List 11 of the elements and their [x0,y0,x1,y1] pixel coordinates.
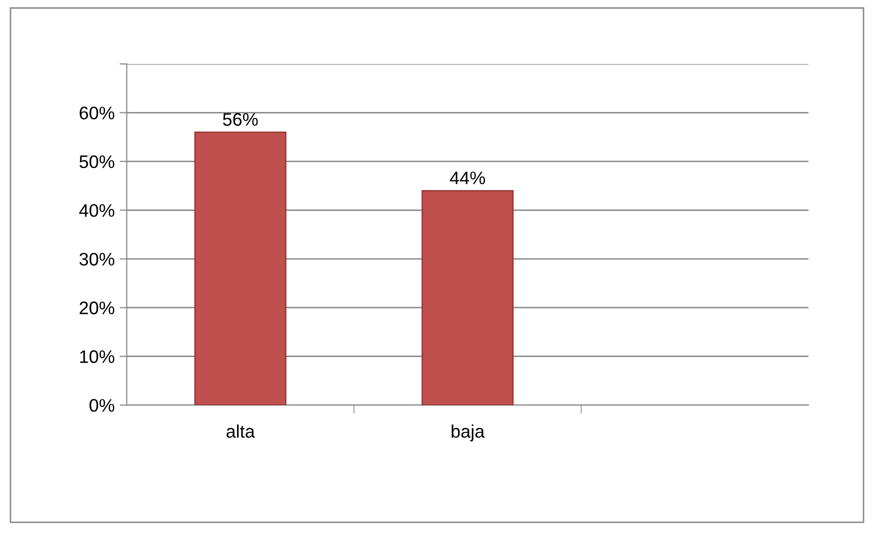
data-label: 44% [450,172,486,184]
x-tick-label: baja [452,424,485,442]
y-tick-label: 30% [79,252,114,266]
y-tick-label: 0% [90,399,114,412]
data-label: 56% [223,113,258,126]
y-tick-label: 60% [80,106,114,120]
y-tick-label: 40% [79,204,114,217]
x-tick-label: alta [226,424,255,438]
y-tick-label: 20% [80,302,114,314]
y-tick-label: 50% [80,155,114,168]
y-tick-label: 10% [80,350,114,364]
